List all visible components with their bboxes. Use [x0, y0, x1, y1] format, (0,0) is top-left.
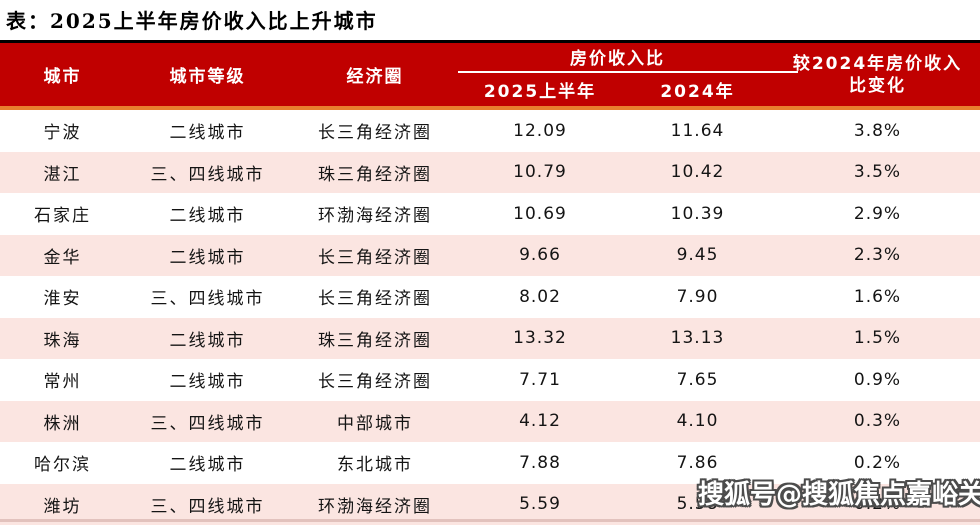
cell-ratio-2025: 10.79 — [460, 162, 620, 182]
cell-ratio-2024: 11.64 — [620, 121, 775, 141]
cell-region: 长三角经济圈 — [290, 367, 460, 392]
cell-ratio-2025: 13.32 — [460, 328, 620, 348]
table-body: 宁波 二线城市 长三角经济圈 12.09 11.64 3.8% 湛江 三、四线城… — [0, 110, 980, 525]
col-header-tier: 城市等级 — [125, 43, 290, 106]
cell-change: 1.5% — [775, 328, 980, 348]
cell-ratio-2025: 8.02 — [460, 287, 620, 307]
cell-city: 金华 — [0, 243, 125, 268]
cell-tier: 二线城市 — [125, 243, 290, 268]
cell-ratio-2024: 10.39 — [620, 204, 775, 224]
cell-tier: 二线城市 — [125, 326, 290, 351]
data-table: 城市 城市等级 经济圈 房价收入比 2025上半年 2024年 较2024年房价… — [0, 40, 980, 525]
cell-ratio-2024: 10.42 — [620, 162, 775, 182]
table-row: 宁波 二线城市 长三角经济圈 12.09 11.64 3.8% — [0, 110, 980, 152]
col-header-change: 较2024年房价收入 比变化 — [775, 43, 980, 106]
cell-change: 2.3% — [775, 245, 980, 265]
cell-ratio-2025: 12.09 — [460, 121, 620, 141]
col-header-change-line2: 比变化 — [849, 75, 906, 97]
col-header-city: 城市 — [0, 43, 125, 106]
cell-region: 东北城市 — [290, 450, 460, 475]
table-row: 湛江 三、四线城市 珠三角经济圈 10.79 10.42 3.5% — [0, 152, 980, 194]
cell-change: 3.5% — [775, 162, 980, 182]
cell-city: 株洲 — [0, 409, 125, 434]
cell-region: 长三角经济圈 — [290, 284, 460, 309]
cell-city: 常州 — [0, 367, 125, 392]
col-header-change-line1: 较2024年房价收入 — [793, 53, 962, 75]
cell-ratio-2025: 10.69 — [460, 204, 620, 224]
cell-ratio-2024: 13.13 — [620, 328, 775, 348]
cell-ratio-2024: 9.45 — [620, 245, 775, 265]
cell-ratio-2024: 7.86 — [620, 453, 775, 473]
col-header-2024: 2024年 — [620, 73, 775, 106]
cell-region: 珠三角经济圈 — [290, 326, 460, 351]
cell-ratio-2025: 4.12 — [460, 411, 620, 431]
cell-city: 宁波 — [0, 118, 125, 143]
cell-region: 长三角经济圈 — [290, 243, 460, 268]
cell-change: 0.3% — [775, 411, 980, 431]
cell-tier: 二线城市 — [125, 118, 290, 143]
cell-ratio-2025: 7.71 — [460, 370, 620, 390]
table-row: 金华 二线城市 长三角经济圈 9.66 9.45 2.3% — [0, 235, 980, 277]
cell-ratio-2025: 5.59 — [460, 494, 620, 514]
col-header-region: 经济圈 — [290, 43, 460, 106]
cell-tier: 三、四线城市 — [125, 409, 290, 434]
cell-city: 珠海 — [0, 326, 125, 351]
col-header-2025h1: 2025上半年 — [460, 73, 620, 106]
cell-ratio-2025: 9.66 — [460, 245, 620, 265]
cell-city: 石家庄 — [0, 201, 125, 226]
cell-region: 环渤海经济圈 — [290, 201, 460, 226]
table-header: 城市 城市等级 经济圈 房价收入比 2025上半年 2024年 较2024年房价… — [0, 40, 980, 106]
table-row: 石家庄 二线城市 环渤海经济圈 10.69 10.39 2.9% — [0, 193, 980, 235]
cell-tier: 三、四线城市 — [125, 160, 290, 185]
cell-tier: 三、四线城市 — [125, 492, 290, 517]
cell-region: 环渤海经济圈 — [290, 492, 460, 517]
figure-title: 表：2025上半年房价收入比上升城市 — [0, 0, 980, 40]
cell-tier: 二线城市 — [125, 201, 290, 226]
cell-ratio-2025: 7.88 — [460, 453, 620, 473]
cell-city: 潍坊 — [0, 492, 125, 517]
table-row: 珠海 二线城市 珠三角经济圈 13.32 13.13 1.5% — [0, 318, 980, 360]
watermark: 搜狐号@搜狐焦点嘉峪关站 — [698, 474, 980, 511]
cell-tier: 三、四线城市 — [125, 284, 290, 309]
table-row: 株洲 三、四线城市 中部城市 4.12 4.10 0.3% — [0, 401, 980, 443]
cell-ratio-2024: 7.90 — [620, 287, 775, 307]
cell-ratio-2024: 4.10 — [620, 411, 775, 431]
col-group-header-ratio: 房价收入比 — [460, 43, 775, 70]
cell-city: 湛江 — [0, 160, 125, 185]
cell-change: 0.9% — [775, 370, 980, 390]
table-row: 淮安 三、四线城市 长三角经济圈 8.02 7.90 1.6% — [0, 276, 980, 318]
cell-city: 哈尔滨 — [0, 450, 125, 475]
table-row: 常州 二线城市 长三角经济圈 7.71 7.65 0.9% — [0, 359, 980, 401]
cell-city: 淮安 — [0, 284, 125, 309]
cell-change: 1.6% — [775, 287, 980, 307]
cell-region: 长三角经济圈 — [290, 118, 460, 143]
cell-tier: 二线城市 — [125, 450, 290, 475]
cell-region: 珠三角经济圈 — [290, 160, 460, 185]
cell-change: 2.9% — [775, 204, 980, 224]
cell-change: 0.2% — [775, 453, 980, 473]
cell-ratio-2024: 7.65 — [620, 370, 775, 390]
cell-change: 3.8% — [775, 121, 980, 141]
cell-tier: 二线城市 — [125, 367, 290, 392]
cell-region: 中部城市 — [290, 409, 460, 434]
